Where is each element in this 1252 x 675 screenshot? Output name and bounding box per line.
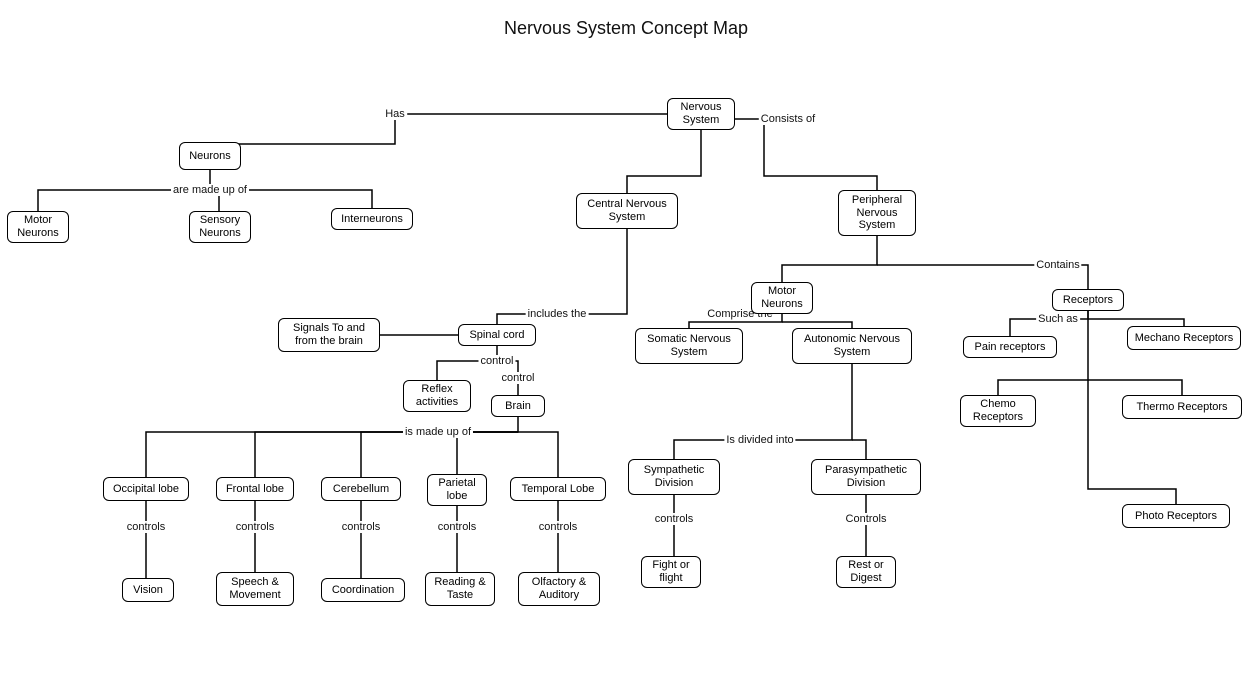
concept-node-cns: Central Nervous System bbox=[576, 193, 678, 229]
concept-node-brain: Brain bbox=[491, 395, 545, 417]
concept-node-label: Sensory Neurons bbox=[194, 214, 246, 239]
concept-node-label: Autonomic Nervous System bbox=[797, 333, 907, 358]
concept-node-label: Rest or Digest bbox=[841, 559, 891, 584]
edge-label: are made up of bbox=[171, 184, 249, 196]
concept-node-label: Fight or flight bbox=[646, 559, 696, 584]
concept-node-sensory_neurons: Sensory Neurons bbox=[189, 211, 251, 243]
concept-node-label: Neurons bbox=[189, 150, 231, 163]
concept-node-interneurons: Interneurons bbox=[331, 208, 413, 230]
edge bbox=[361, 432, 518, 477]
concept-node-frontal: Frontal lobe bbox=[216, 477, 294, 501]
concept-node-label: Photo Receptors bbox=[1135, 510, 1217, 523]
concept-node-label: Parietal lobe bbox=[432, 477, 482, 502]
edge-label: control bbox=[478, 355, 515, 367]
concept-node-label: Temporal Lobe bbox=[522, 483, 595, 496]
edge bbox=[518, 432, 558, 477]
concept-node-label: Peripheral Nervous System bbox=[843, 194, 911, 232]
concept-node-thermo: Thermo Receptors bbox=[1122, 395, 1242, 419]
edge bbox=[255, 432, 518, 477]
concept-node-label: Mechano Receptors bbox=[1135, 332, 1233, 345]
concept-node-signals: Signals To and from the brain bbox=[278, 318, 380, 352]
concept-node-spinal_cord: Spinal cord bbox=[458, 324, 536, 346]
concept-node-vision: Vision bbox=[122, 578, 174, 602]
concept-node-label: Coordination bbox=[332, 584, 394, 597]
concept-node-receptors: Receptors bbox=[1052, 289, 1124, 311]
edge-label: Controls bbox=[844, 513, 889, 525]
concept-node-sns: Somatic Nervous System bbox=[635, 328, 743, 364]
edge-label: controls bbox=[234, 521, 277, 533]
concept-node-label: Motor Neurons bbox=[756, 285, 808, 310]
concept-node-photo: Photo Receptors bbox=[1122, 504, 1230, 528]
edge-label: controls bbox=[125, 521, 168, 533]
edge bbox=[457, 432, 518, 474]
concept-node-label: Sympathetic Division bbox=[633, 464, 715, 489]
concept-node-fight: Fight or flight bbox=[641, 556, 701, 588]
edge-label: Is divided into bbox=[724, 434, 795, 446]
concept-node-occipital: Occipital lobe bbox=[103, 477, 189, 501]
edge-label: Such as bbox=[1036, 313, 1080, 325]
concept-node-label: Nervous System bbox=[672, 101, 730, 126]
concept-node-motor_neurons_l: Motor Neurons bbox=[7, 211, 69, 243]
concept-node-ans: Autonomic Nervous System bbox=[792, 328, 912, 364]
edge-label: Contains bbox=[1034, 259, 1081, 271]
edge bbox=[1088, 319, 1184, 326]
edge-label: includes the bbox=[526, 308, 589, 320]
concept-node-coordination: Coordination bbox=[321, 578, 405, 602]
edge-label: controls bbox=[436, 521, 479, 533]
edge bbox=[210, 114, 667, 144]
concept-node-label: Receptors bbox=[1063, 294, 1113, 307]
concept-node-parietal: Parietal lobe bbox=[427, 474, 487, 506]
concept-node-label: Cerebellum bbox=[333, 483, 389, 496]
concept-node-label: Speech & Movement bbox=[221, 576, 289, 601]
concept-node-chemo: Chemo Receptors bbox=[960, 395, 1036, 427]
edge bbox=[1088, 380, 1182, 395]
concept-node-neurons: Neurons bbox=[179, 142, 241, 170]
edge bbox=[782, 236, 877, 282]
concept-node-label: Brain bbox=[505, 400, 531, 413]
edge bbox=[627, 130, 701, 193]
edge-label: control bbox=[499, 372, 536, 384]
edge-label: is made up of bbox=[403, 426, 473, 438]
concept-node-cerebellum: Cerebellum bbox=[321, 477, 401, 501]
concept-node-label: Chemo Receptors bbox=[965, 398, 1031, 423]
edge bbox=[852, 440, 866, 459]
concept-node-label: Parasympathetic Division bbox=[816, 464, 916, 489]
concept-node-label: Motor Neurons bbox=[12, 214, 64, 239]
edge-label: Consists of bbox=[759, 113, 817, 125]
concept-node-temporal: Temporal Lobe bbox=[510, 477, 606, 501]
concept-node-pns: Peripheral Nervous System bbox=[838, 190, 916, 236]
concept-node-label: Olfactory & Auditory bbox=[523, 576, 595, 601]
concept-node-label: Pain receptors bbox=[975, 341, 1046, 354]
concept-node-label: Spinal cord bbox=[469, 329, 524, 342]
concept-node-label: Central Nervous System bbox=[581, 198, 673, 223]
concept-node-parasympathetic: Parasympathetic Division bbox=[811, 459, 921, 495]
edge-label: controls bbox=[340, 521, 383, 533]
concept-node-label: Interneurons bbox=[341, 213, 403, 226]
concept-node-label: Frontal lobe bbox=[226, 483, 284, 496]
concept-node-motor_neurons_r: Motor Neurons bbox=[751, 282, 813, 314]
concept-node-label: Reflex activities bbox=[408, 383, 466, 408]
concept-node-rest: Rest or Digest bbox=[836, 556, 896, 588]
edge-label: controls bbox=[537, 521, 580, 533]
edge-label: controls bbox=[653, 513, 696, 525]
concept-node-mechano: Mechano Receptors bbox=[1127, 326, 1241, 350]
concept-node-label: Thermo Receptors bbox=[1136, 401, 1227, 414]
concept-node-label: Reading & Taste bbox=[430, 576, 490, 601]
concept-node-speech: Speech & Movement bbox=[216, 572, 294, 606]
concept-node-reflex: Reflex activities bbox=[403, 380, 471, 412]
concept-node-reading: Reading & Taste bbox=[425, 572, 495, 606]
concept-node-sympathetic: Sympathetic Division bbox=[628, 459, 720, 495]
concept-node-nervous_system: Nervous System bbox=[667, 98, 735, 130]
concept-node-label: Somatic Nervous System bbox=[640, 333, 738, 358]
edge-layer bbox=[0, 0, 1252, 675]
concept-node-label: Vision bbox=[133, 584, 163, 597]
concept-node-label: Signals To and from the brain bbox=[283, 322, 375, 347]
concept-node-label: Occipital lobe bbox=[113, 483, 179, 496]
edge bbox=[735, 119, 877, 190]
edge-label: Has bbox=[383, 108, 407, 120]
concept-map-canvas: Nervous System Concept Map Has Consists o… bbox=[0, 0, 1252, 675]
diagram-title: Nervous System Concept Map bbox=[504, 18, 748, 39]
concept-node-pain: Pain receptors bbox=[963, 336, 1057, 358]
concept-node-olfactory: Olfactory & Auditory bbox=[518, 572, 600, 606]
